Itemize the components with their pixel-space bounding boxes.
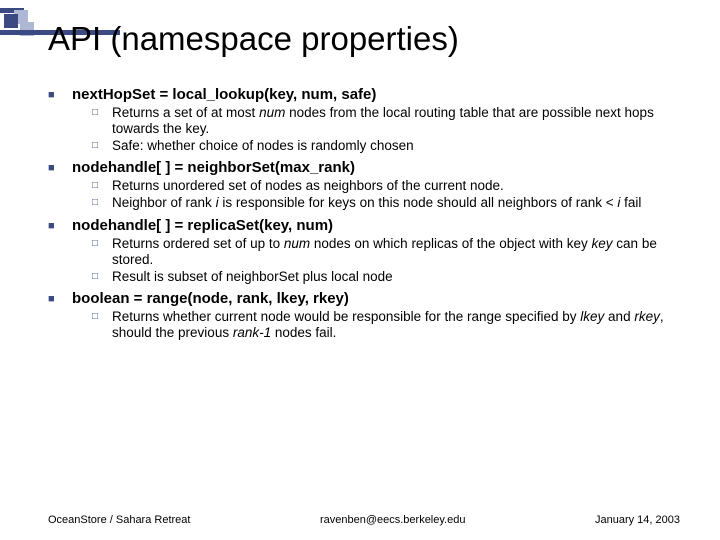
- bullet-l1: ■ boolean = range(node, rank, lkey, rkey…: [48, 290, 690, 308]
- bullet-l1: ■ nodehandle[ ] = neighborSet(max_rank): [48, 159, 690, 177]
- slide-body: ■ nextHopSet = local_lookup(key, num, sa…: [48, 80, 690, 341]
- square-bullet-icon: ■: [48, 217, 72, 233]
- bullet-l2: □ Returns whether current node would be …: [92, 309, 690, 341]
- hollow-square-icon: □: [92, 178, 112, 192]
- square-bullet-icon: ■: [48, 86, 72, 102]
- hollow-square-icon: □: [92, 236, 112, 250]
- hollow-square-icon: □: [92, 309, 112, 323]
- l2-text: Returns whether current node would be re…: [112, 309, 690, 341]
- l1-heading: nodehandle[ ] = neighborSet(max_rank): [72, 159, 355, 177]
- footer-right: January 14, 2003: [595, 514, 680, 526]
- bullet-l2: □ Result is subset of neighborSet plus l…: [92, 269, 690, 285]
- footer-center: ravenben@eecs.berkeley.edu: [320, 514, 466, 526]
- l1-heading: nodehandle[ ] = replicaSet(key, num): [72, 217, 333, 235]
- bullet-l2: □ Returns unordered set of nodes as neig…: [92, 178, 690, 194]
- bullet-l2: □ Safe: whether choice of nodes is rando…: [92, 138, 690, 154]
- l2-text: Safe: whether choice of nodes is randoml…: [112, 138, 414, 154]
- l2-text: Returns a set of at most num nodes from …: [112, 105, 690, 137]
- bullet-l1: ■ nodehandle[ ] = replicaSet(key, num): [48, 217, 690, 235]
- square-bullet-icon: ■: [48, 290, 72, 306]
- footer-left: OceanStore / Sahara Retreat: [48, 514, 190, 526]
- bullet-l2: □ Returns a set of at most num nodes fro…: [92, 105, 690, 137]
- hollow-square-icon: □: [92, 105, 112, 119]
- slide-footer: OceanStore / Sahara Retreat ravenben@eec…: [48, 514, 680, 526]
- l2-text: Returns ordered set of up to num nodes o…: [112, 236, 690, 268]
- hollow-square-icon: □: [92, 138, 112, 152]
- hollow-square-icon: □: [92, 269, 112, 283]
- l2-text: Returns unordered set of nodes as neighb…: [112, 178, 504, 194]
- hollow-square-icon: □: [92, 195, 112, 209]
- bullet-l1: ■ nextHopSet = local_lookup(key, num, sa…: [48, 86, 690, 104]
- slide-title: API (namespace properties): [48, 20, 459, 58]
- l2-text: Result is subset of neighborSet plus loc…: [112, 269, 393, 285]
- bullet-l2: □ Returns ordered set of up to num nodes…: [92, 236, 690, 268]
- l2-text: Neighbor of rank i is responsible for ke…: [112, 195, 641, 211]
- l1-heading: nextHopSet = local_lookup(key, num, safe…: [72, 86, 376, 104]
- l1-heading: boolean = range(node, rank, lkey, rkey): [72, 290, 349, 308]
- bullet-l2: □ Neighbor of rank i is responsible for …: [92, 195, 690, 211]
- square-bullet-icon: ■: [48, 159, 72, 175]
